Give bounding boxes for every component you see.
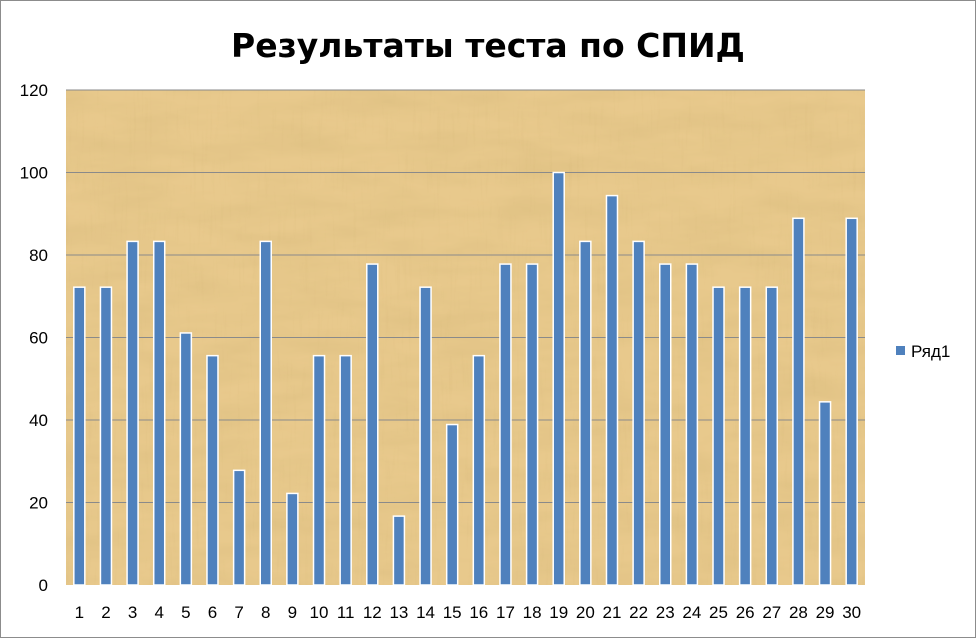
y-tick-label: 20 bbox=[29, 494, 48, 513]
bar bbox=[286, 492, 299, 586]
x-tick-label: 17 bbox=[496, 603, 515, 622]
bar bbox=[685, 263, 699, 586]
bar bbox=[765, 286, 779, 586]
bar bbox=[792, 217, 805, 586]
legend-label: Ряд1 bbox=[911, 342, 950, 361]
x-axis-tick-labels: 1 2 3 4 5 6 7 8 9 10 11 12 13 14 15 16 17 18 19 20 21 22 23 24 2… bbox=[75, 603, 862, 622]
x-tick-label: 6 bbox=[208, 603, 217, 622]
bar bbox=[499, 263, 512, 586]
bar bbox=[472, 354, 486, 586]
bar bbox=[525, 263, 539, 586]
x-tick-label: 30 bbox=[842, 603, 861, 622]
x-tick-label: 19 bbox=[549, 603, 568, 622]
x-tick-label: 23 bbox=[656, 603, 675, 622]
x-tick-label: 27 bbox=[762, 603, 781, 622]
y-tick-label: 60 bbox=[29, 329, 48, 348]
x-tick-label: 21 bbox=[603, 603, 622, 622]
x-tick-label: 18 bbox=[523, 603, 542, 622]
x-tick-label: 4 bbox=[154, 603, 163, 622]
bar bbox=[579, 240, 592, 586]
gridlines bbox=[66, 89, 865, 503]
bar bbox=[419, 286, 432, 586]
y-axis-tick-labels: 0 20 40 60 80 100 120 bbox=[20, 81, 48, 595]
x-tick-label: 3 bbox=[128, 603, 137, 622]
x-tick-label: 14 bbox=[416, 603, 435, 622]
bar bbox=[552, 171, 565, 586]
x-tick-label: 24 bbox=[682, 603, 701, 622]
bar-series bbox=[73, 171, 858, 586]
x-tick-label: 13 bbox=[389, 603, 408, 622]
y-tick-label: 0 bbox=[39, 576, 48, 595]
x-tick-label: 11 bbox=[337, 603, 355, 622]
x-tick-label: 20 bbox=[576, 603, 595, 622]
legend: Ряд1 bbox=[896, 342, 950, 361]
x-tick-label: 1 bbox=[75, 603, 84, 622]
chart-title: Результаты теста по СПИД bbox=[231, 26, 745, 65]
x-tick-label: 10 bbox=[310, 603, 329, 622]
bar bbox=[845, 217, 858, 586]
x-tick-label: 2 bbox=[101, 603, 110, 622]
bar bbox=[126, 240, 139, 586]
x-tick-label: 29 bbox=[816, 603, 835, 622]
x-tick-label: 12 bbox=[363, 603, 382, 622]
y-tick-label: 120 bbox=[20, 81, 48, 100]
x-tick-label: 26 bbox=[736, 603, 755, 622]
y-tick-label: 40 bbox=[29, 411, 48, 430]
bar bbox=[206, 354, 219, 586]
bar bbox=[445, 423, 459, 586]
x-tick-label: 7 bbox=[234, 603, 243, 622]
bar bbox=[605, 194, 619, 586]
bar bbox=[259, 240, 272, 586]
y-tick-label: 80 bbox=[29, 246, 48, 265]
bar bbox=[339, 354, 352, 586]
bar bbox=[366, 263, 379, 586]
bar bbox=[659, 263, 672, 586]
bar bbox=[232, 469, 246, 586]
bar bbox=[738, 286, 752, 586]
bar bbox=[179, 332, 193, 586]
x-tick-label: 5 bbox=[181, 603, 190, 622]
y-tick-label: 100 bbox=[20, 164, 48, 183]
x-tick-label: 25 bbox=[709, 603, 728, 622]
x-tick-label: 28 bbox=[789, 603, 808, 622]
bar bbox=[632, 240, 645, 586]
bar bbox=[99, 286, 113, 586]
bar bbox=[712, 286, 725, 586]
bar bbox=[392, 515, 406, 586]
x-tick-label: 15 bbox=[443, 603, 462, 622]
x-tick-label: 8 bbox=[261, 603, 270, 622]
bar bbox=[152, 240, 166, 586]
legend-swatch bbox=[896, 346, 905, 355]
bar bbox=[818, 401, 832, 586]
bar bbox=[73, 286, 86, 586]
bar bbox=[312, 354, 326, 586]
x-tick-label: 22 bbox=[629, 603, 648, 622]
x-tick-label: 9 bbox=[288, 603, 297, 622]
x-tick-label: 16 bbox=[469, 603, 488, 622]
